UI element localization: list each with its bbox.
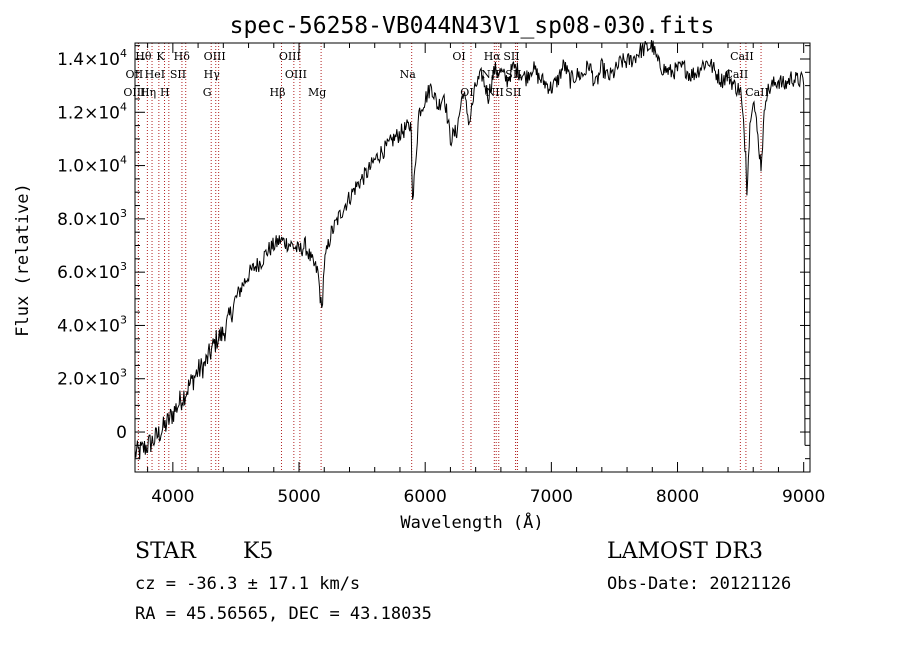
line-label-12: Hβ <box>270 86 286 99</box>
coordinates: RA = 45.56565, DEC = 43.18035 <box>135 604 432 624</box>
chart-title: spec-56258-VB044N43V1_sp08-030.fits <box>230 13 715 39</box>
survey-name: LAMOST DR3 <box>607 539 763 564</box>
line-label-13: OIII <box>279 50 301 63</box>
line-label-0: Hθ <box>135 50 152 63</box>
line-label-27: CaII <box>745 86 769 99</box>
line-label-21: NII <box>486 86 504 99</box>
line-label-25: CaII <box>730 50 754 63</box>
x-tick-label-5: 9000 <box>782 487 825 507</box>
x-axis-label: Wavelength (Å) <box>400 511 543 533</box>
line-label-8: Hδ <box>174 50 191 63</box>
y-tick-label-7: 1.4×104 <box>57 47 127 70</box>
line-label-11: G <box>203 86 212 99</box>
x-tick-label-3: 7000 <box>530 487 573 507</box>
line-label-14: OIII <box>285 68 307 81</box>
y-tick-label-1: 2.0×103 <box>57 367 127 390</box>
obs-date: Obs-Date: 20121126 <box>607 574 792 594</box>
line-label-10: Hγ <box>204 68 221 81</box>
line-label-7: SII <box>170 68 186 81</box>
line-label-15: Mg <box>308 86 326 99</box>
y-tick-label-4: 8.0×103 <box>57 207 127 230</box>
line-label-2: OIII <box>123 86 145 99</box>
line-label-17: OI <box>452 50 465 63</box>
x-tick-label-2: 6000 <box>404 487 447 507</box>
line-label-4: HeI <box>145 68 165 81</box>
object-subclass: K5 <box>243 539 274 564</box>
axes-frame <box>134 42 811 473</box>
line-label-22: SII <box>503 50 519 63</box>
flux-series <box>134 40 806 460</box>
y-tick-label-3: 6.0×103 <box>57 260 127 283</box>
y-tick-label-2: 4.0×103 <box>57 313 127 336</box>
line-label-19: Hα <box>484 50 502 63</box>
line-label-24: SII <box>505 86 521 99</box>
y-axis-label: Flux (relative) <box>13 183 33 337</box>
object-class: STAR <box>135 539 196 564</box>
line-label-3: Hη <box>140 86 156 99</box>
line-label-26: CaII <box>725 68 749 81</box>
line-label-9: OIII <box>204 50 226 63</box>
y-tick-label-6: 1.2×104 <box>57 100 127 123</box>
line-label-1: OII <box>126 68 144 81</box>
y-tick-label-0: 0 <box>116 423 127 443</box>
y-tick-label-5: 1.0×104 <box>57 154 127 177</box>
line-label-6: H <box>160 86 170 99</box>
x-tick-label-0: 4000 <box>151 487 194 507</box>
x-tick-label-1: 5000 <box>277 487 320 507</box>
redshift-cz: cz = -36.3 ± 17.1 km/s <box>135 574 361 594</box>
line-label-5: K <box>156 50 165 63</box>
x-tick-label-4: 8000 <box>656 487 699 507</box>
line-label-16: Na <box>400 68 417 81</box>
